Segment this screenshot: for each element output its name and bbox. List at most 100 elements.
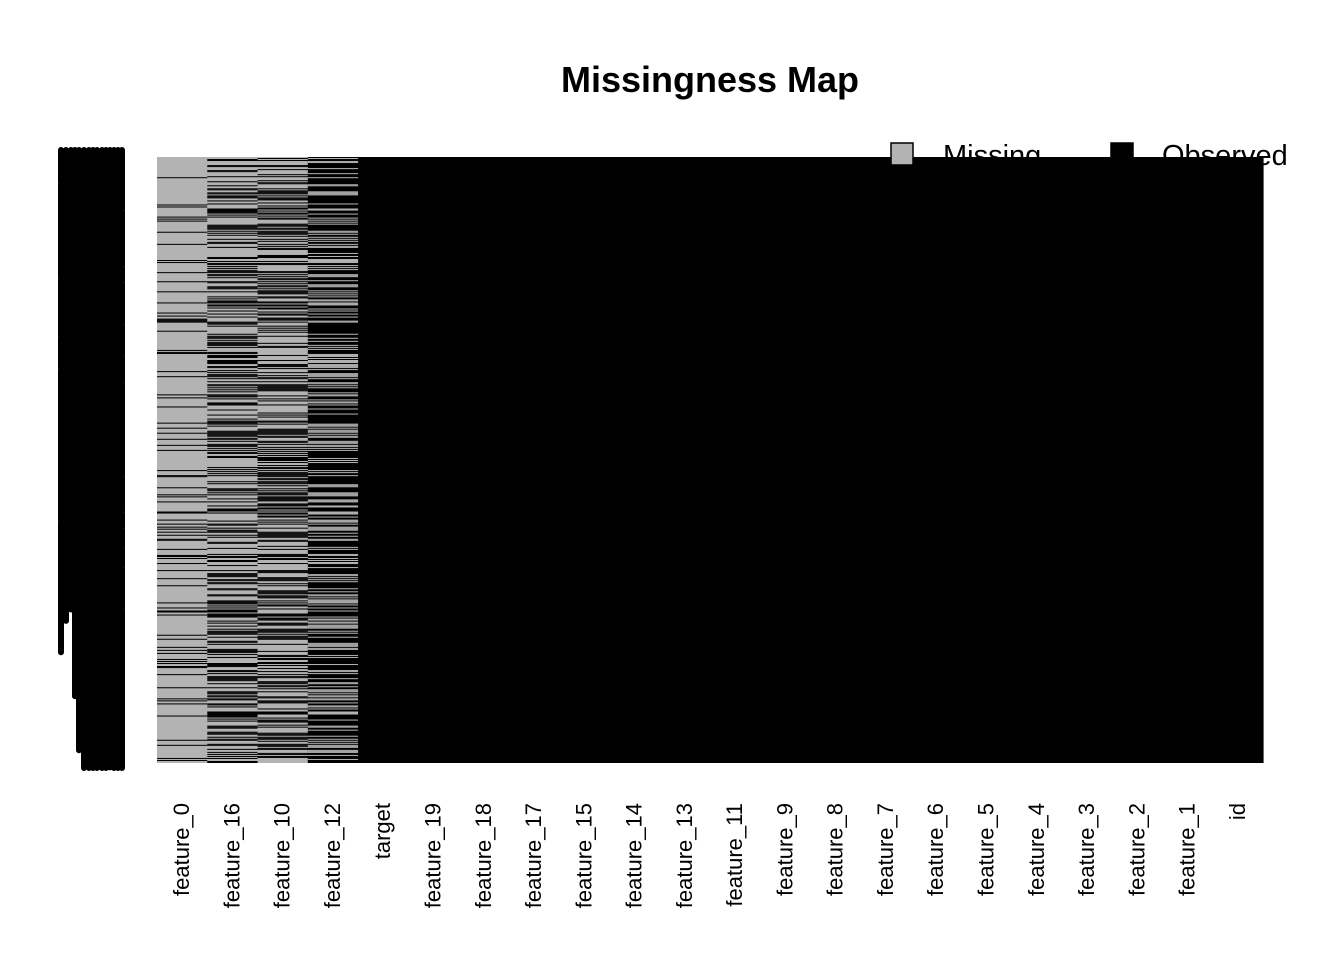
heatmap-cell: [257, 381, 309, 383]
heatmap-cell: [207, 432, 259, 434]
heatmap-cell: [257, 199, 309, 201]
heatmap-cell: [307, 444, 359, 446]
heatmap-cell: [207, 434, 259, 436]
heatmap-cell: [257, 360, 309, 362]
heatmap-cell: [257, 297, 309, 299]
heatmap-cell: [157, 585, 208, 587]
heatmap-cell: [207, 212, 259, 214]
heatmap-cell: [257, 223, 309, 225]
heatmap-cell: [207, 342, 259, 344]
heatmap-cell: [307, 670, 359, 672]
heatmap-cell: [307, 392, 359, 394]
heatmap-cell: [157, 538, 208, 540]
heatmap-cell: [257, 481, 309, 483]
heatmap-cell: [207, 430, 259, 432]
heatmap-cell: [207, 475, 259, 477]
heatmap-cell: [307, 622, 359, 624]
heatmap-cell: [307, 376, 359, 378]
heatmap-cell: [257, 372, 309, 374]
heatmap-column-feature_17: [508, 157, 560, 763]
heatmap-cell: [257, 465, 309, 467]
heatmap-cell: [307, 595, 359, 597]
heatmap-cell: [157, 652, 208, 654]
heatmap-cell: [257, 232, 309, 234]
heatmap-cell: [307, 643, 359, 645]
heatmap-cell: [207, 760, 259, 762]
heatmap-cell: [257, 555, 309, 557]
heatmap-cell: [307, 699, 359, 701]
heatmap-cell: [157, 281, 208, 283]
heatmap-cell: [257, 655, 309, 657]
heatmap-cell: [257, 233, 309, 235]
heatmap-cell: [257, 503, 309, 505]
heatmap-cell: [207, 271, 259, 273]
heatmap-cell: [207, 336, 259, 338]
x-tick-label: feature_13: [672, 803, 697, 908]
heatmap-cell: [257, 592, 309, 594]
heatmap-cell: [207, 541, 259, 543]
heatmap-cell: [207, 524, 259, 526]
heatmap-cell: [307, 233, 359, 235]
heatmap-cell: [307, 457, 359, 459]
heatmap-column-feature_3: [1061, 157, 1113, 763]
heatmap-cell: [307, 600, 359, 602]
heatmap-cell: [307, 758, 359, 760]
heatmap-cell: [307, 308, 359, 310]
heatmap-cell: [307, 575, 359, 577]
heatmap-cell: [307, 427, 359, 429]
heatmap-cell: [257, 420, 309, 422]
x-tick-label: feature_15: [571, 803, 596, 908]
heatmap-cell: [207, 422, 259, 424]
heatmap-cell: [257, 301, 309, 303]
heatmap-cell: [257, 614, 309, 616]
heatmap-cell: [207, 166, 259, 168]
heatmap-cell: [257, 192, 309, 194]
heatmap-cell: [257, 736, 309, 738]
heatmap-cell: [207, 367, 259, 369]
heatmap-cell: [257, 712, 309, 714]
heatmap-cell: [207, 622, 259, 624]
heatmap-cell: [307, 673, 359, 675]
heatmap-cell: [157, 476, 208, 478]
heatmap-cell: [257, 519, 309, 521]
heatmap-cell: [207, 264, 259, 266]
heatmap-cell: [307, 357, 359, 359]
heatmap-cell: [257, 593, 309, 595]
heatmap-cell: [157, 658, 208, 660]
heatmap-cell: [207, 409, 259, 411]
heatmap-cell: [207, 510, 259, 512]
heatmap-cell: [257, 436, 309, 438]
heatmap-cell: [157, 667, 208, 669]
heatmap-cell: [207, 176, 259, 178]
x-tick-labels: feature_0 feature_16 feature_10 feature_12 t…: [169, 803, 1250, 908]
heatmap-cell: [257, 274, 309, 276]
heatmap-cell: [257, 458, 309, 460]
heatmap-cell: [207, 307, 259, 309]
heatmap-cell: [207, 649, 259, 651]
heatmap-cell: [307, 740, 359, 742]
heatmap-cell: [257, 608, 309, 610]
heatmap-cell: [307, 402, 359, 404]
heatmap-cell: [307, 442, 359, 444]
heatmap-cell: [257, 387, 309, 389]
heatmap-cell: [307, 286, 359, 288]
heatmap-cell: [207, 508, 259, 510]
heatmap-cell: [157, 177, 208, 179]
heatmap-cell: [307, 374, 359, 376]
x-tick-label: feature_14: [622, 803, 647, 908]
x-tick-label: feature_9: [772, 803, 797, 896]
heatmap-cell: [257, 210, 309, 212]
heatmap-cell: [157, 321, 208, 323]
heatmap-cell: [257, 248, 309, 250]
heatmap-column-feature_4: [1011, 157, 1063, 763]
heatmap-cell: [257, 473, 309, 475]
heatmap-cell: [307, 267, 359, 269]
heatmap-cell: [257, 579, 309, 581]
x-tick-label: feature_17: [521, 803, 546, 908]
heatmap-cell: [207, 435, 259, 437]
heatmap-cell: [207, 333, 259, 335]
x-tick-label: feature_8: [823, 803, 848, 896]
heatmap-cell: [307, 435, 359, 437]
heatmap-cell: [307, 494, 359, 496]
heatmap-cell: [307, 185, 359, 187]
